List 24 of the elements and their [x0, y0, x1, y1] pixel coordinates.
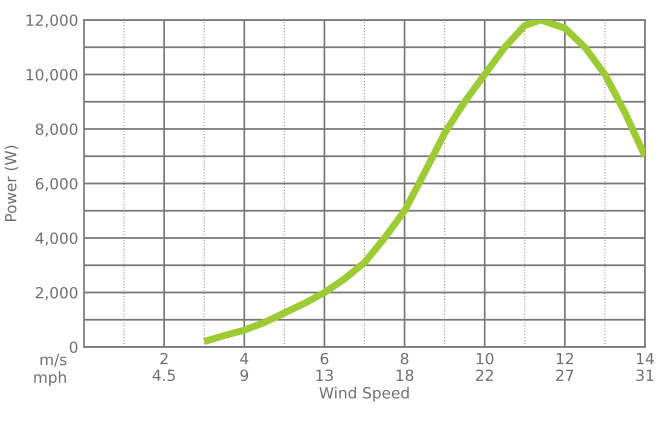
x-tick-label: 2: [160, 352, 168, 364]
x2-tick-label: 9: [240, 369, 248, 382]
x-tick-label: 10: [476, 352, 494, 364]
x2-tick-label: 22: [476, 369, 493, 381]
text: m/s mph: [34, 354, 66, 386]
x2-tick-label: 18: [396, 369, 414, 382]
x-tick-label: 6: [320, 352, 328, 364]
y-tick-label: 0: [70, 341, 78, 354]
x-tick-label: 8: [400, 352, 408, 364]
y-tick-label: 10,000: [26, 68, 78, 82]
x-tick-label: 4: [240, 353, 248, 364]
y-tick-label: 12,000: [26, 14, 78, 28]
y-axis-title: Power (W): [4, 146, 18, 222]
y-tick-label: 8,000: [36, 123, 78, 137]
y-tick-label: 6,000: [36, 178, 78, 192]
x2-tick-label: 31: [636, 369, 654, 382]
x-axis-title: Wind Speed: [319, 386, 409, 402]
x2-tick-label: 27: [556, 369, 574, 381]
x2-tick-label: 13: [316, 369, 333, 382]
y-tick-label: 4,000: [35, 232, 78, 246]
x2-tick-label: 4.5: [152, 370, 175, 382]
x-tick-label: 14: [636, 353, 654, 364]
x-tick-label: 12: [556, 352, 574, 364]
y-tick-label: 2,000: [36, 286, 78, 300]
